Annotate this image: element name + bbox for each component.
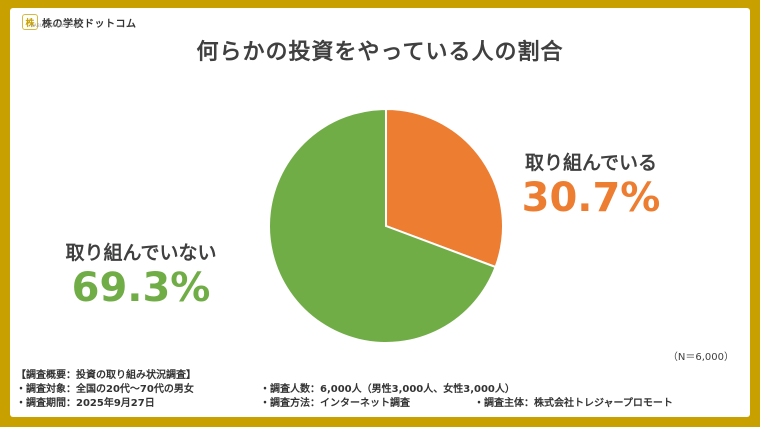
pie-slices [268, 107, 504, 344]
slice-value-0: 30.7% [521, 175, 661, 221]
summary-target: ・調査対象：全国の20代～70代の男女 [16, 384, 194, 395]
slice-label-0: 取り組んでいる [524, 152, 658, 174]
summary-heading: 【調査概要：投資の取り組み状況調査】 [16, 370, 196, 381]
summary-count: ・調査人数：6,000人（男性3,000人、女性3,000人） [260, 384, 515, 395]
pie-slice-0 [385, 107, 504, 269]
slice-label-group-1: 取り組んでいない 69.3% [46, 238, 236, 311]
pie-slice-1 [268, 107, 497, 344]
pie-chart [268, 107, 504, 344]
sample-size-note: （N＝6,000） [667, 352, 734, 363]
slice-value-1: 69.3% [71, 265, 211, 311]
brand-logo-icon: 株 [22, 14, 38, 30]
infographic-card: 株 株の学校ドットコム KABUNOGAKKOU.COM 何らかの投資をやってい… [10, 8, 750, 417]
summary-period: ・調査期間：2025年9月27日 [16, 398, 155, 409]
brand-name: 株の学校ドットコム [42, 18, 137, 30]
chart-title: 何らかの投資をやっている人の割合 [196, 40, 564, 65]
slice-label-1: 取り組んでいない [65, 242, 217, 264]
summary-sponsor: ・調査主体：株式会社トレジャープロモート [474, 398, 673, 409]
summary-method: ・調査方法：インターネット調査 [260, 398, 410, 409]
brand-logo: 株 株の学校ドットコム [22, 14, 137, 30]
slice-label-group-0: 取り組んでいる 30.7% [496, 148, 686, 221]
brand-tagline: KABUNOGAKKOU.COM [31, 23, 81, 28]
